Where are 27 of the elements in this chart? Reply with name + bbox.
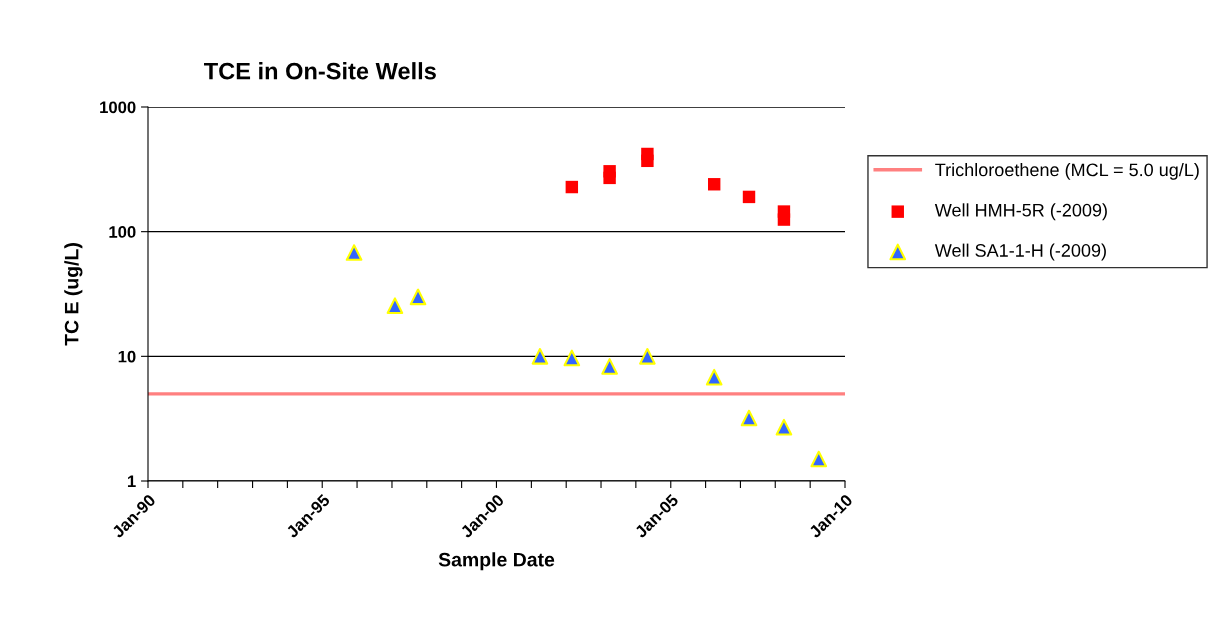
y-tick-label: 1000 [100,101,136,114]
x-axis-title: Sample Date [438,552,555,571]
y-axis-title: TC E (ug/L) [64,243,83,346]
legend-label: Well SA1-1-H (-2009) [934,243,1106,261]
point [707,178,721,191]
legend-label: Trichloroethene (MCL = 5.0 ug/L) [935,163,1199,180]
point [563,349,581,367]
y-tick-label: 10 [118,350,136,363]
point [742,190,756,204]
point [603,165,616,178]
y-tick-label: 100 [109,226,136,238]
point [705,368,723,386]
point [601,358,618,375]
legend-label: Well HMH-5R (-2009) [934,203,1107,221]
point [531,348,549,365]
point [565,180,579,194]
y-tick-label: 1 [127,475,136,488]
point [810,450,828,468]
chart-title: TCE in On-Site Wells [204,62,436,80]
point [740,409,758,427]
point [641,147,654,161]
point [777,205,791,218]
point [409,288,427,306]
point [639,348,656,365]
point [386,297,404,314]
point [345,244,363,261]
point [775,418,793,436]
